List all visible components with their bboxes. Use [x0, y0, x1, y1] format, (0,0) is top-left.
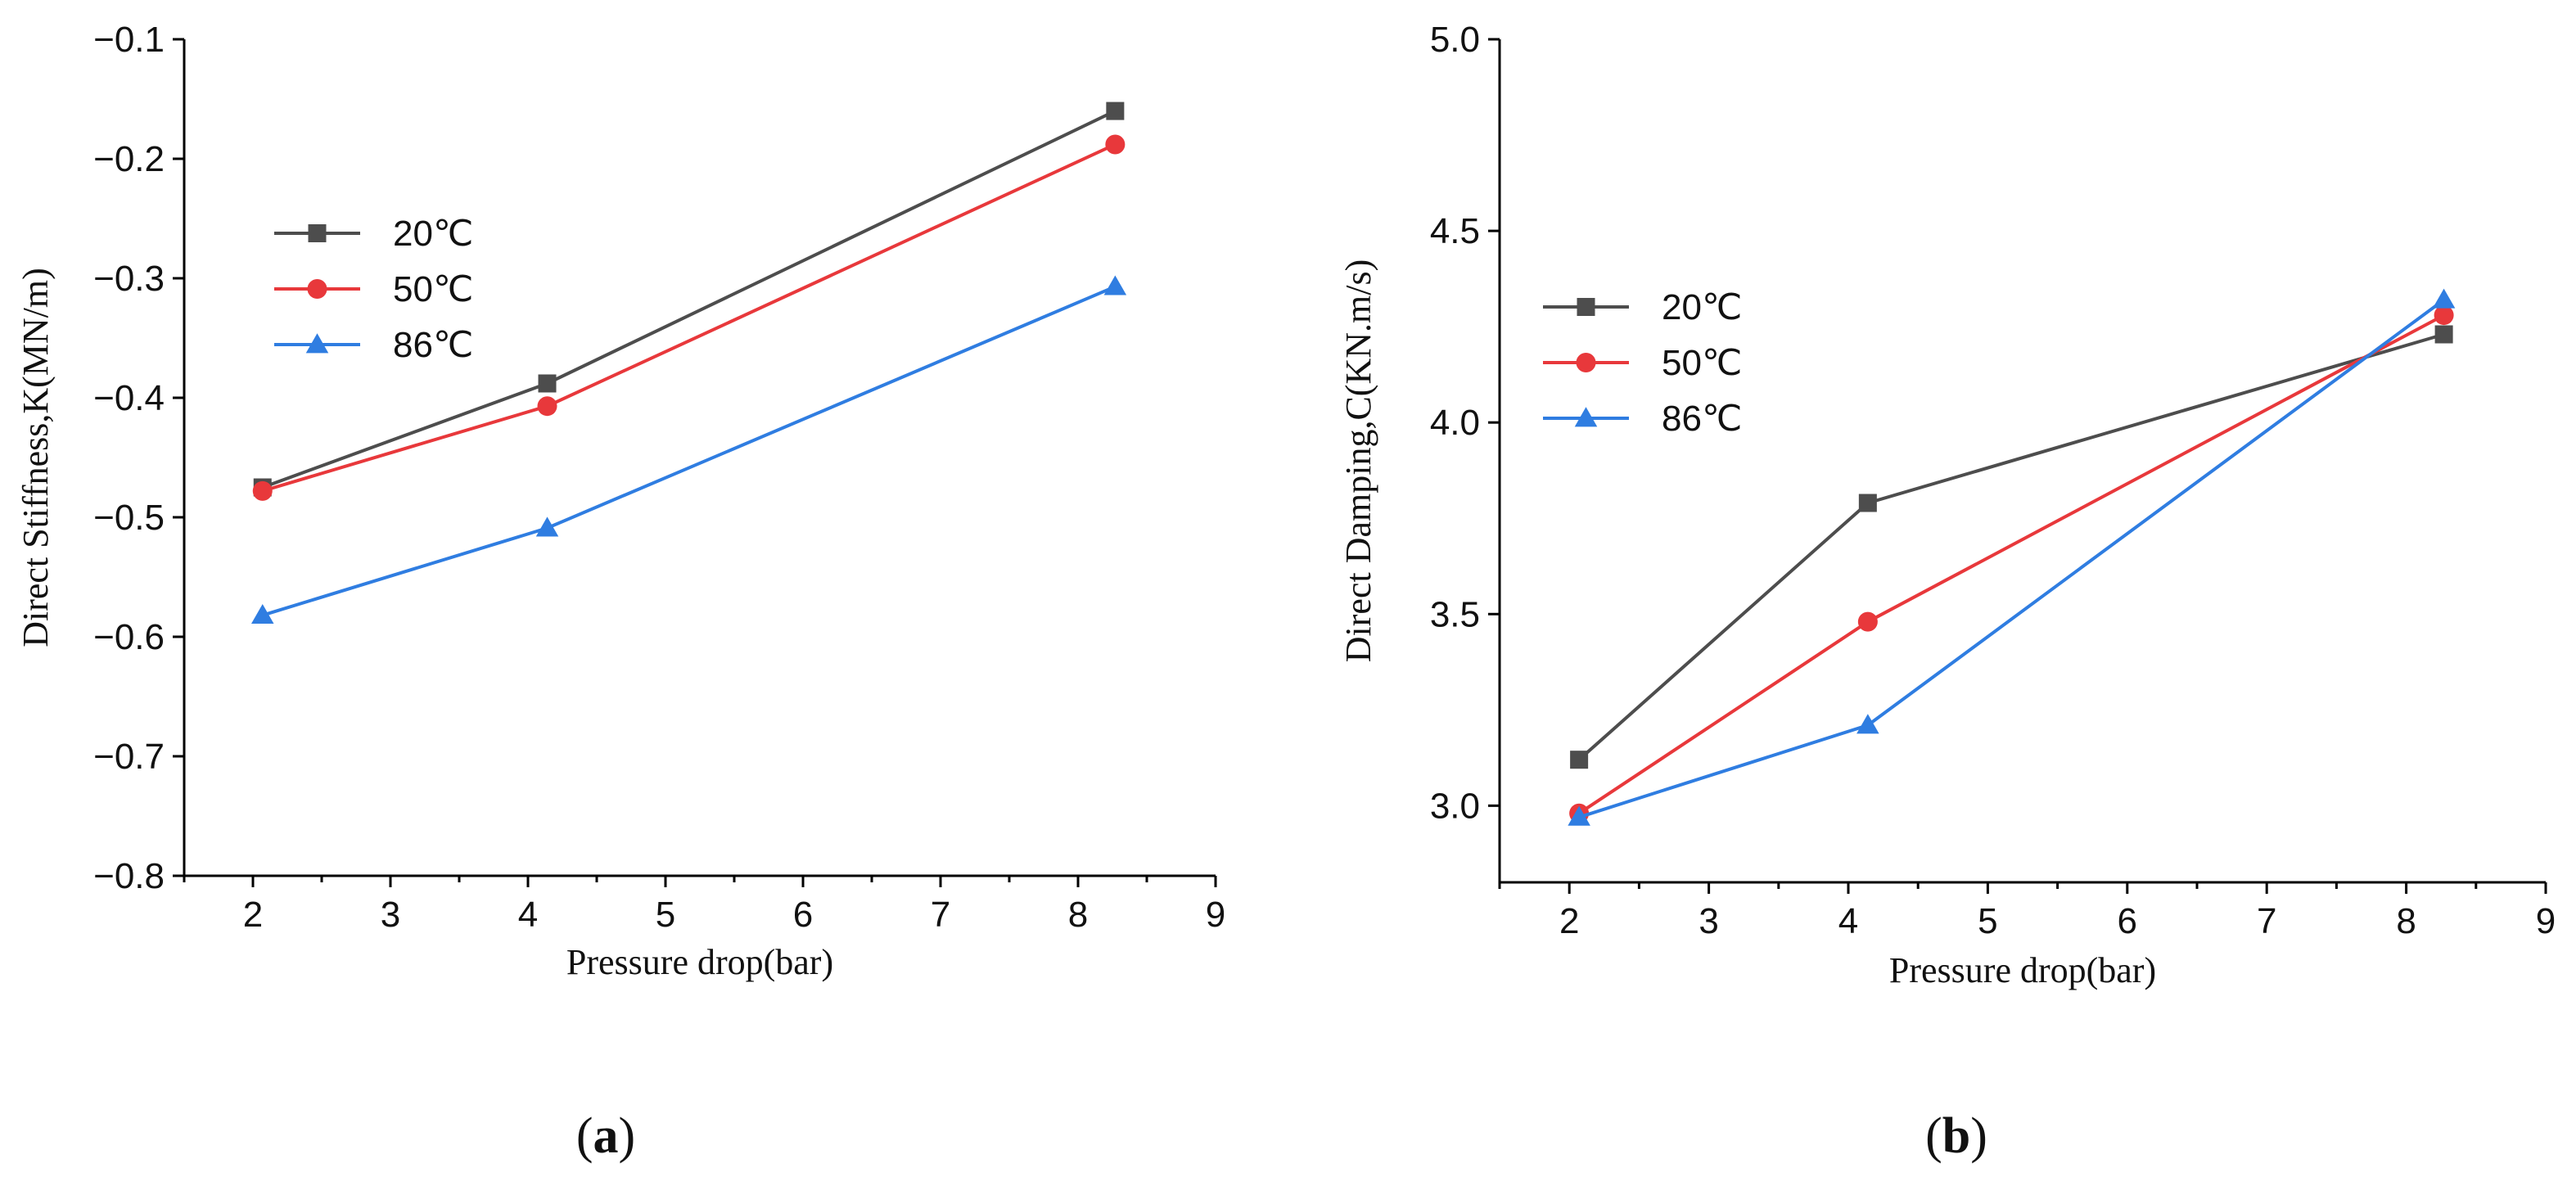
data-point	[1857, 611, 1878, 632]
data-point	[1568, 805, 1590, 826]
x-tick-label: 4	[518, 895, 538, 935]
data-point	[535, 516, 559, 537]
x-axis-label: Pressure drop(bar)	[566, 942, 833, 982]
legend-marker	[307, 279, 327, 299]
series-86C	[1568, 288, 2456, 826]
y-tick-label: 3.5	[1430, 594, 1480, 634]
legend-marker	[1574, 407, 1598, 427]
y-tick-label: −0.1	[93, 20, 165, 60]
x-tick-label: 5	[1978, 901, 1997, 941]
x-tick-label: 8	[2396, 901, 2416, 941]
data-point	[2434, 305, 2454, 326]
y-tick-label: 3.0	[1430, 786, 1480, 826]
series-line	[262, 109, 1117, 489]
x-tick-label: 9	[2536, 901, 2556, 941]
legend-marker	[305, 333, 329, 354]
legend-marker	[308, 224, 327, 242]
panel-label-a: (a)	[576, 1108, 635, 1164]
legend-label: 50℃	[1662, 343, 1742, 383]
y-tick-label: −0.5	[93, 498, 165, 538]
legend-marker	[1576, 353, 1596, 372]
y-axis-label: Direct Damping,C(KN.m/s)	[1338, 259, 1378, 662]
data-point	[2434, 325, 2453, 344]
x-tick-label: 7	[931, 895, 950, 935]
x-tick-label: 2	[1559, 901, 1579, 941]
x-tick-label: 4	[1838, 901, 1858, 941]
y-tick-label: −0.3	[93, 259, 165, 299]
y-tick-label: −0.4	[93, 378, 165, 418]
data-point	[251, 603, 274, 625]
legend-marker	[1577, 298, 1595, 316]
y-tick-label: −0.7	[93, 737, 165, 777]
x-tick-label: 3	[381, 895, 400, 935]
series-line	[1578, 313, 2445, 815]
y-axis-label: Direct Stiffness,K(MN/m)	[16, 268, 56, 647]
data-point	[2432, 288, 2456, 309]
data-point	[1106, 101, 1125, 120]
chart-a: 2 3 4 5 6 7 8 9 −0.8 −0.7 −0.6 −0.5 −0.4 −0.3 −0.2 −0.1…	[16, 20, 1225, 982]
data-point	[1570, 751, 1589, 769]
y-tick-label: −0.6	[93, 617, 165, 657]
series-50C	[252, 134, 1126, 501]
legend-label: 86℃	[1662, 399, 1742, 439]
y-tick-label: −0.2	[93, 139, 165, 179]
x-tick-label: 2	[243, 895, 263, 935]
x-tick-label: 6	[2118, 901, 2137, 941]
legend-label: 20℃	[393, 214, 473, 254]
data-point	[538, 374, 557, 393]
data-point	[1105, 134, 1126, 155]
data-point	[1858, 494, 1877, 512]
legend-label: 20℃	[1662, 287, 1742, 327]
data-point	[537, 396, 557, 417]
y-tick-label: 5.0	[1430, 20, 1480, 60]
legend-label: 86℃	[393, 325, 473, 365]
data-point	[252, 480, 273, 501]
x-tick-label: 8	[1068, 895, 1088, 935]
legend-label: 50℃	[393, 269, 473, 309]
chart-b: 2 3 4 5 6 7 8 9 3.0 3.5 4.0 4.5 5.0 Pressure drop(bar…	[1338, 20, 2556, 990]
series-86C	[251, 275, 1127, 625]
series-20C	[253, 101, 1125, 497]
y-tick-label: 4.0	[1430, 403, 1480, 443]
y-tick-label: 4.5	[1430, 211, 1480, 251]
series-20C	[1570, 325, 2453, 769]
x-tick-label: 7	[2257, 901, 2276, 941]
panel-label-b: (b)	[1925, 1108, 1987, 1164]
x-axis-label: Pressure drop(bar)	[1889, 950, 2156, 990]
y-tick-label: −0.8	[93, 856, 165, 896]
x-tick-label: 3	[1699, 901, 1718, 941]
x-tick-label: 5	[656, 895, 675, 935]
data-point	[1856, 714, 1879, 734]
data-point	[1103, 275, 1127, 295]
series-line	[262, 285, 1117, 617]
x-tick-label: 6	[793, 895, 813, 935]
x-tick-label: 9	[1206, 895, 1225, 935]
